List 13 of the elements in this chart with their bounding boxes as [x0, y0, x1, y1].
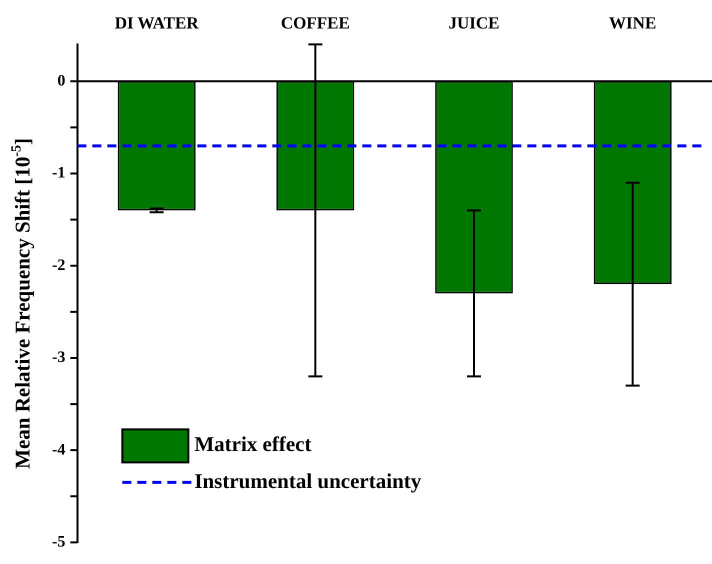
x-tick-label: COFFEE [280, 14, 350, 33]
x-tick-label: DI WATER [114, 14, 200, 33]
legend-label: Instrumental uncertainty [194, 468, 422, 493]
y-tick-label: -1 [52, 164, 66, 182]
x-tick-label: JUICE [448, 14, 500, 33]
y-tick-label: 0 [57, 72, 66, 90]
legend-label: Matrix effect [194, 432, 312, 456]
y-axis-title: Mean Relative Frequency Shift [10-5] [10, 138, 34, 469]
y-tick-label: -2 [52, 256, 66, 274]
y-tick-label: -4 [52, 441, 66, 458]
y-tick-label: -5 [52, 534, 66, 551]
y-tick-label: -3 [52, 349, 66, 366]
x-tick-label: WINE [609, 14, 656, 33]
